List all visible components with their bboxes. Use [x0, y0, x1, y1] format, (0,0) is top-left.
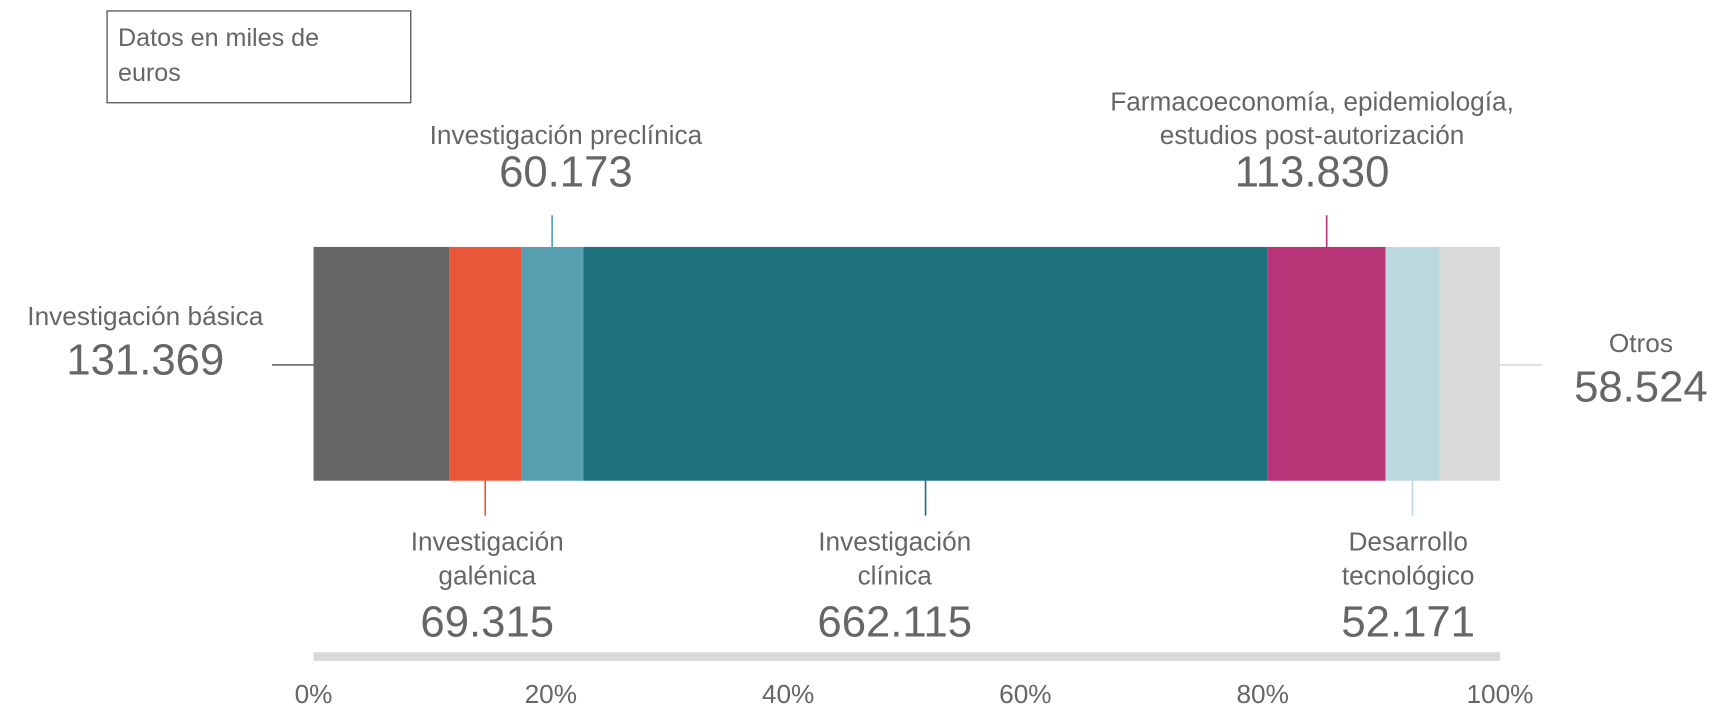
bar-segment: [1267, 246, 1386, 481]
value-label: 58.524: [1574, 363, 1708, 412]
value-label: 60.173: [499, 147, 633, 196]
category-label: Investigación galénica: [410, 527, 564, 592]
value-label: 113.830: [1235, 147, 1390, 196]
category-label-wrap: Investigación clínica: [785, 526, 1003, 598]
category-label: Investigación preclínica: [429, 121, 703, 151]
category-label-wrap: Farmacoeconomía, epidemiología, estudios…: [1072, 44, 1553, 153]
category-label: Investigación clínica: [818, 527, 972, 592]
category-label-box: Farmacoeconomía, epidemiología, estudios…: [1072, 44, 1553, 153]
axis-bar: [313, 652, 1500, 661]
value-label: 662.115: [817, 597, 972, 646]
x-tick-label: 80%: [1236, 679, 1288, 708]
bar-segment: [521, 246, 584, 481]
x-tick-label: 0%: [295, 679, 333, 708]
note-box: [106, 10, 412, 104]
category-label: Desarrollo tecnológico: [1341, 527, 1475, 592]
category-label: Farmacoeconomía, epidemiología, estudios…: [1110, 87, 1514, 151]
value-label: 131.369: [66, 335, 224, 384]
category-label-box: Investigación clínica: [785, 526, 1003, 598]
bar-segment: [313, 246, 450, 481]
category-label-box: Investigación galénica: [378, 526, 596, 598]
x-tick-label: 40%: [762, 679, 814, 708]
bar-segment: [449, 246, 522, 481]
category-label: Otros: [1609, 328, 1673, 358]
x-tick-label: 60%: [999, 679, 1051, 708]
value-label: 69.315: [420, 597, 554, 646]
x-tick-label: 20%: [525, 679, 577, 708]
category-label-wrap: Investigación galénica: [378, 526, 596, 598]
category-label-box: Desarrollo tecnológico: [1299, 526, 1517, 598]
bar-segment: [1439, 246, 1500, 481]
bar-segment: [583, 246, 1268, 481]
category-label-wrap: Desarrollo tecnológico: [1299, 526, 1517, 598]
note: Datos en miles de euros: [117, 22, 320, 87]
category-label: Investigación básica: [27, 301, 263, 331]
bar-segment: [1385, 246, 1440, 481]
value-label: 52.171: [1341, 597, 1475, 646]
note-text: Datos en miles de euros: [117, 22, 320, 87]
x-tick-label: 100%: [1466, 679, 1533, 708]
category-label-wrap: Investigación preclínica: [391, 44, 741, 153]
category-label-box: Investigación preclínica: [391, 44, 741, 153]
